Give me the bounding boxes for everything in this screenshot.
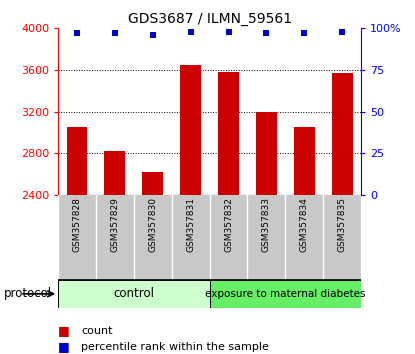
Point — [187, 29, 194, 34]
Point — [339, 29, 345, 34]
Bar — [210, 280, 361, 308]
Text: control: control — [113, 287, 154, 300]
Point — [263, 30, 270, 36]
Text: GSM357834: GSM357834 — [300, 197, 309, 252]
Bar — [180, 65, 201, 354]
Bar — [332, 73, 352, 354]
Text: protocol: protocol — [4, 287, 52, 300]
Bar — [58, 280, 210, 308]
Text: percentile rank within the sample: percentile rank within the sample — [81, 342, 269, 352]
Text: GSM357831: GSM357831 — [186, 197, 195, 252]
Bar — [218, 72, 239, 354]
Bar — [256, 112, 277, 354]
Text: GSM357832: GSM357832 — [224, 197, 233, 252]
Text: GSM357830: GSM357830 — [148, 197, 157, 252]
Text: ■: ■ — [58, 341, 70, 353]
Bar — [105, 151, 125, 354]
Text: ■: ■ — [58, 325, 70, 337]
Text: GSM357833: GSM357833 — [262, 197, 271, 252]
Text: GSM357835: GSM357835 — [338, 197, 347, 252]
Bar — [142, 172, 163, 354]
Point — [74, 30, 81, 36]
Text: GSM357829: GSM357829 — [110, 197, 120, 252]
Point — [225, 29, 232, 34]
Point — [149, 32, 156, 38]
Bar — [67, 127, 88, 354]
Point — [301, 30, 308, 36]
Text: GSM357828: GSM357828 — [73, 197, 81, 252]
Bar — [294, 127, 315, 354]
Title: GDS3687 / ILMN_59561: GDS3687 / ILMN_59561 — [127, 12, 292, 26]
Text: exposure to maternal diabetes: exposure to maternal diabetes — [205, 289, 366, 299]
Text: count: count — [81, 326, 112, 336]
Point — [112, 30, 118, 36]
